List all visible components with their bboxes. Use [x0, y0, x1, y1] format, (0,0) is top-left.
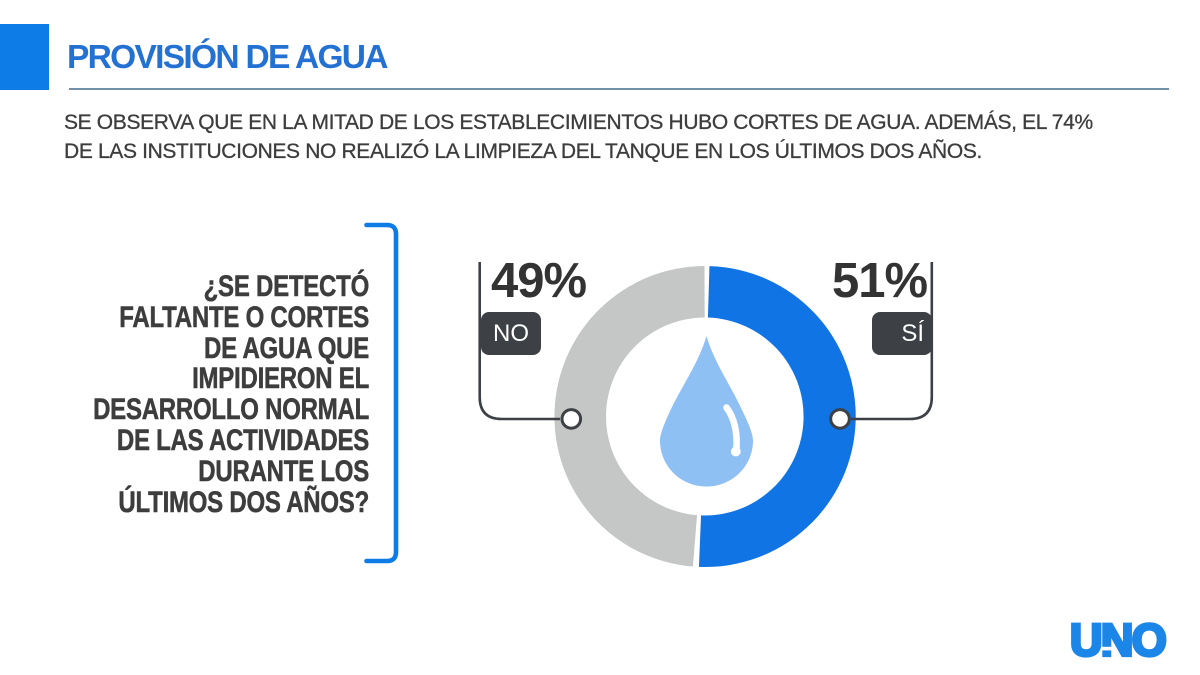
svg-text:UNO: UNO — [1070, 615, 1166, 666]
